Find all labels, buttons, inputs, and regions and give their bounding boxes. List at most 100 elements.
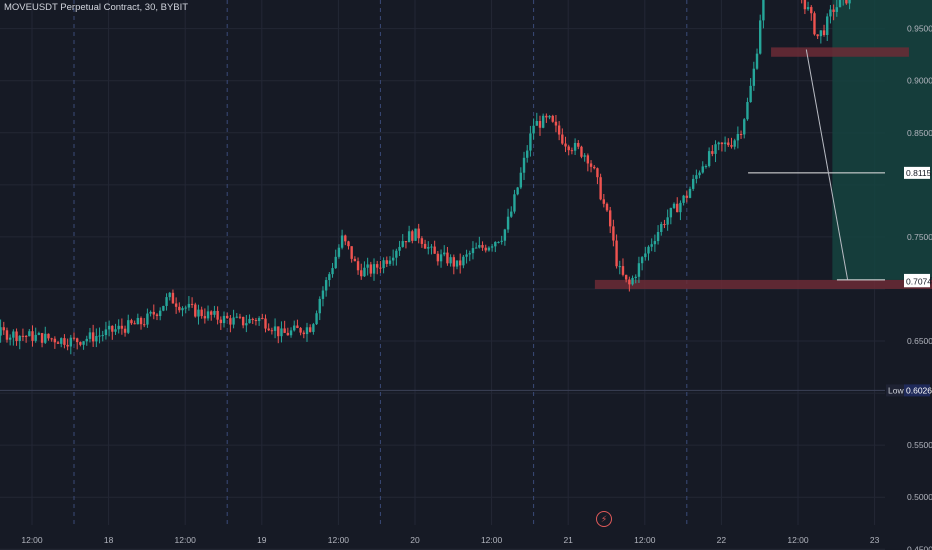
candle-body	[532, 125, 535, 134]
candle-body	[612, 226, 615, 241]
price-tick-label: 0.4500	[907, 544, 932, 550]
candle-body	[711, 151, 714, 154]
candle-body	[439, 254, 443, 262]
candle-body	[819, 30, 823, 37]
candle-body	[123, 328, 127, 333]
candle-body	[139, 317, 143, 325]
candle-body	[478, 245, 481, 248]
candle-body	[190, 303, 194, 305]
candle-body	[174, 303, 178, 307]
candle-body	[53, 338, 57, 343]
candle-body	[593, 166, 596, 169]
candle-body	[238, 316, 242, 318]
candle-body	[669, 207, 673, 218]
time-tick-label: 20	[410, 535, 420, 545]
candle-body	[666, 217, 669, 225]
time-tick-label: 18	[104, 535, 114, 545]
candle-body	[494, 242, 497, 247]
candle-body	[762, 0, 765, 21]
candle-body	[510, 211, 513, 217]
candle-body	[82, 341, 85, 345]
time-tick-label: 12:00	[21, 535, 43, 545]
candle-body	[328, 274, 331, 281]
candle-body	[136, 317, 140, 325]
candle-body	[487, 247, 491, 251]
candle-body	[372, 264, 376, 274]
candle-body	[656, 231, 660, 242]
candle-body	[628, 279, 631, 285]
price-tag-low: 0.6026	[906, 385, 932, 395]
candle-body	[803, 0, 807, 10]
time-tick-label: 12:00	[634, 535, 656, 545]
tag-label-bg	[886, 384, 904, 397]
candle-body	[490, 246, 494, 248]
candle-body	[283, 328, 286, 333]
candle-body	[727, 142, 730, 146]
candle-body	[308, 327, 312, 332]
candle-body	[589, 163, 593, 167]
candle-body	[299, 328, 302, 333]
candle-body	[845, 0, 848, 4]
candle-body	[570, 150, 574, 152]
candle-body	[44, 333, 47, 343]
candle-body	[458, 260, 462, 266]
candle-body	[277, 326, 280, 337]
candle-body	[270, 330, 274, 332]
candle-body	[755, 53, 759, 69]
flash-icon[interactable]: ⚡	[596, 511, 612, 527]
candle-body	[382, 260, 385, 269]
candle-body	[0, 327, 2, 336]
candle-body	[395, 250, 398, 258]
time-tick-label: 12:00	[787, 535, 809, 545]
candle-body	[293, 325, 296, 331]
candle-body	[398, 246, 401, 251]
candle-body	[586, 155, 590, 164]
trend-line	[805, 49, 849, 281]
candle-body	[816, 34, 819, 37]
price-tag-bg	[904, 166, 930, 179]
candle-body	[245, 323, 248, 326]
price-tick-label: 0.7500	[907, 232, 932, 242]
candle-body	[838, 0, 842, 8]
tag-label-low: Low	[888, 385, 904, 395]
candle-body	[12, 331, 15, 338]
candle-body	[484, 247, 487, 251]
candle-body	[452, 257, 456, 267]
candle-body	[752, 68, 756, 86]
candle-body	[24, 336, 28, 338]
candle-body	[146, 313, 149, 325]
candle-body	[653, 241, 657, 245]
candle-body	[691, 178, 695, 189]
candle-body	[178, 306, 181, 311]
candle-body	[127, 320, 130, 333]
candle-body	[848, 0, 851, 4]
price-tag-level: 0.8115	[906, 168, 932, 178]
candle-body	[497, 241, 500, 243]
candle-body	[481, 245, 484, 248]
candle-body	[561, 134, 564, 144]
candle-body	[650, 244, 653, 247]
candle-body	[312, 324, 315, 332]
candle-body	[832, 9, 835, 12]
candle-body	[577, 142, 580, 147]
candle-body	[267, 328, 270, 331]
price-tick-label: 0.5000	[907, 492, 932, 502]
candle-body	[219, 319, 223, 324]
candle-body	[822, 30, 826, 36]
zone-target	[832, 0, 932, 280]
candle-body	[232, 317, 235, 325]
candle-body	[474, 247, 478, 249]
candle-body	[331, 268, 334, 275]
candle-body	[743, 119, 746, 135]
candle-body	[235, 316, 238, 318]
candle-body	[344, 235, 347, 242]
candle-body	[417, 228, 420, 239]
candle-body	[391, 257, 395, 261]
candle-body	[251, 318, 254, 320]
candle-body	[187, 303, 191, 308]
candle-body	[519, 172, 523, 188]
candle-body	[95, 335, 98, 342]
candle-body	[8, 337, 12, 340]
